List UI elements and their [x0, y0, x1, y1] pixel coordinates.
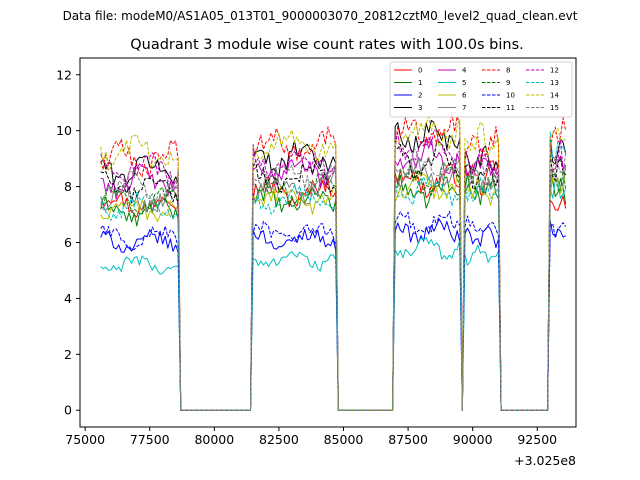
- series-15-line: [100, 149, 567, 411]
- legend-label-6: 6: [462, 92, 467, 100]
- y-tick-label: 12: [56, 67, 72, 82]
- x-tick-label: 77500: [130, 432, 170, 447]
- legend-label-2: 2: [418, 92, 422, 100]
- series-3-line: [100, 119, 567, 411]
- series-10-line: [100, 210, 567, 411]
- legend-label-7: 7: [462, 104, 466, 112]
- legend-label-3: 3: [418, 104, 422, 112]
- legend-label-10: 10: [506, 92, 515, 100]
- series-14-line: [100, 116, 566, 411]
- x-tick-label: 92500: [517, 432, 557, 447]
- series-9-line: [100, 161, 567, 411]
- series-5-line: [100, 178, 567, 411]
- series-6-line: [100, 165, 567, 411]
- y-tick-label: 4: [64, 291, 72, 306]
- y-tick-label: 2: [64, 347, 72, 362]
- legend-label-8: 8: [506, 67, 510, 75]
- legend-label-5: 5: [462, 79, 466, 87]
- legend-label-9: 9: [506, 79, 510, 87]
- legend-label-0: 0: [418, 67, 422, 75]
- x-tick-label: 85000: [324, 432, 364, 447]
- legend-label-15: 15: [550, 104, 559, 112]
- data-file-label: Data file: modeM0/AS1A05_013T01_90000030…: [63, 9, 578, 23]
- y-tick-label: 10: [56, 123, 72, 138]
- x-tick-label: 87500: [388, 432, 428, 447]
- chart-title: Quadrant 3 module wise count rates with …: [130, 37, 524, 53]
- y-tick-label: 8: [64, 179, 72, 194]
- y-tick-label: 0: [64, 403, 72, 418]
- legend-label-14: 14: [550, 92, 559, 100]
- series-layer: [100, 112, 567, 411]
- y-tick-label: 6: [64, 235, 72, 250]
- y-axis: 0 2 4 6 8 10 12: [56, 67, 80, 418]
- legend-frame: [389, 61, 573, 118]
- legend-label-12: 12: [550, 67, 559, 75]
- x-offset-label: +3.025e8: [514, 453, 576, 468]
- x-tick-label: 80000: [194, 432, 234, 447]
- x-tick-label: 75000: [65, 432, 105, 447]
- legend-label-11: 11: [506, 104, 515, 112]
- legend-label-13: 13: [550, 79, 559, 87]
- series-11-line: [100, 141, 567, 411]
- series-13-line: [100, 131, 567, 411]
- legend-label-4: 4: [462, 67, 467, 75]
- x-tick-label: 90000: [453, 432, 493, 447]
- x-axis: 75000 77500 80000 82500 85000 87500 90000 92500: [65, 427, 557, 447]
- legend-label-1: 1: [418, 79, 422, 87]
- x-tick-label: 82500: [259, 432, 299, 447]
- series-2-line: [100, 218, 566, 411]
- series-0-line: [100, 160, 567, 411]
